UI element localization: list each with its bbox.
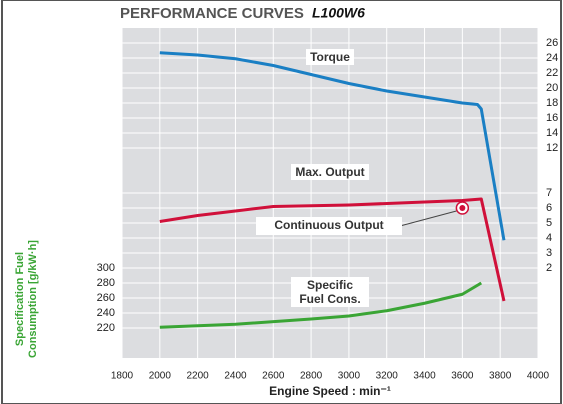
y-tick-label: 300 xyxy=(97,262,115,274)
x-tick-label: 3000 xyxy=(338,371,361,382)
y-tick-label: 22 xyxy=(546,67,558,79)
x-tick-label: 2800 xyxy=(300,371,323,382)
y-tick-label: 18 xyxy=(546,97,558,109)
y-tick-label: 2 xyxy=(546,262,552,274)
series-label: Torque xyxy=(306,49,354,65)
x-tick-label: 3800 xyxy=(489,371,512,382)
x-tick-label: 3200 xyxy=(376,371,399,382)
y-axis-label-box: Specification Fuel Consumption [g/kW·h] xyxy=(14,240,39,358)
y-tick-label: 220 xyxy=(97,322,115,334)
y-tick-label: 280 xyxy=(97,277,115,289)
y-tick-label: 14 xyxy=(546,127,558,139)
x-tick-label: 2600 xyxy=(262,371,285,382)
x-tick-label: 2200 xyxy=(187,371,210,382)
y-tick-label: 20 xyxy=(546,82,558,94)
y-tick-label: 4 xyxy=(546,232,552,244)
y-tick-label: 12 xyxy=(546,142,558,154)
chart-title: PERFORMANCE CURVES xyxy=(120,5,304,22)
series-label-box: Specific Fuel Cons. xyxy=(291,277,369,307)
series-line xyxy=(159,197,506,302)
y-tick-label: 3 xyxy=(546,247,552,259)
annotation-text: Continuous Output xyxy=(274,218,383,232)
x-tick-label: 2000 xyxy=(149,371,172,382)
y-tick-label: 7 xyxy=(546,187,552,199)
series-label: Specific Fuel Cons. xyxy=(291,277,369,307)
x-tick-label: 3600 xyxy=(451,371,474,382)
y-tick-label: 5 xyxy=(546,217,552,229)
chart-subtitle: L100W6 xyxy=(312,5,365,21)
annotation-marker-dot xyxy=(459,205,466,211)
x-tick-label: 2400 xyxy=(224,371,247,382)
y-tick-label: 6 xyxy=(546,202,552,214)
y-tick-label: 26 xyxy=(546,37,558,49)
y-tick-label: 24 xyxy=(546,52,558,64)
y-tick-label: 240 xyxy=(97,307,115,319)
annotation-box xyxy=(256,217,402,235)
x-tick-label: 3400 xyxy=(413,371,436,382)
x-tick-label: 4000 xyxy=(527,371,550,382)
y-tick-label: 16 xyxy=(546,112,558,124)
series-label-box: Torque xyxy=(306,49,354,65)
series-line xyxy=(159,281,483,329)
series-label: Max. Output xyxy=(291,164,369,180)
y-tick-label: 260 xyxy=(97,292,115,304)
annotation-arrow xyxy=(399,210,457,227)
x-axis-label: Engine Speed : min⁻¹ xyxy=(269,384,391,398)
x-tick-label: 1800 xyxy=(111,371,134,382)
series-label-box: Max. Output xyxy=(291,164,369,180)
y-axis-label: Specification Fuel Consumption [g/kW·h] xyxy=(14,240,39,358)
series-line xyxy=(159,51,506,241)
